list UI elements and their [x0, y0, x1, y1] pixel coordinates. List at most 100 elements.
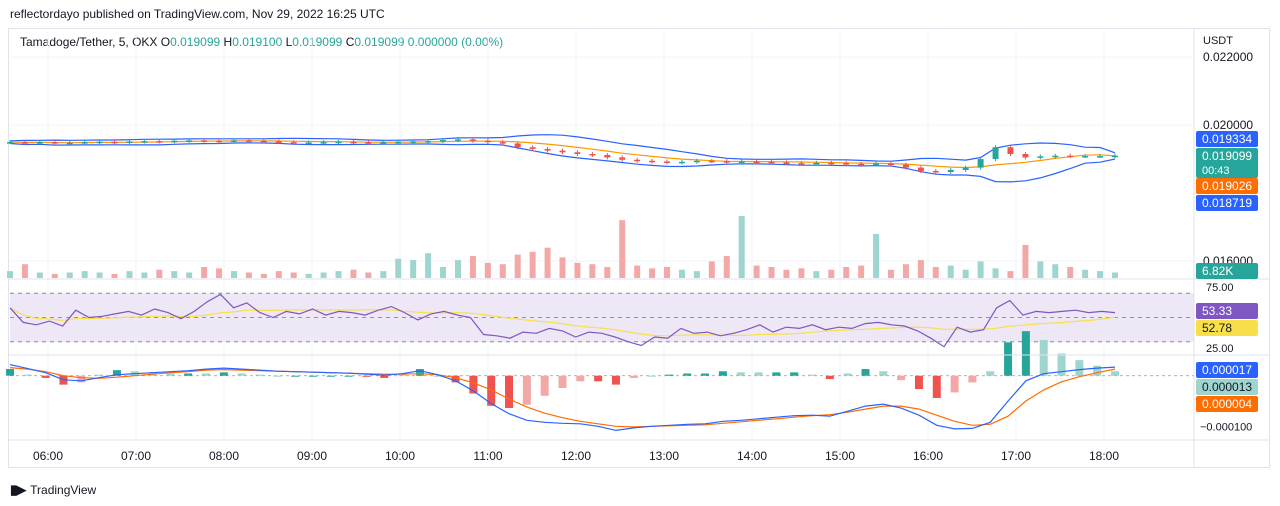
macd-histogram-bar: [23, 374, 32, 376]
volume-bar: [693, 271, 700, 278]
high-value: 0.019100: [232, 35, 283, 49]
macd-histogram-bar: [522, 375, 531, 405]
volume-bar: [305, 273, 312, 278]
candle-body: [499, 142, 506, 144]
candle-body: [813, 162, 820, 165]
time-tick-label: 15:00: [825, 449, 855, 463]
volume-bar: [649, 268, 656, 278]
macd-histogram-bar: [790, 372, 799, 376]
bb-lower-label: 0.018719: [1202, 196, 1252, 210]
volume-bar: [454, 260, 461, 278]
macd-histogram-bar: [1093, 365, 1102, 376]
candle-body: [440, 140, 447, 142]
volume-bar: [514, 254, 521, 278]
candle-body: [260, 140, 267, 143]
candle-body: [410, 141, 417, 143]
volume-bar: [484, 262, 491, 278]
time-tick-label: 12:00: [561, 449, 591, 463]
volume-bar: [574, 262, 581, 278]
macd-tick-label: −0.000100: [1200, 421, 1252, 433]
volume-bar: [783, 269, 790, 278]
macd-histogram-bar: [594, 375, 603, 382]
candle-body: [992, 147, 999, 160]
candle-body: [1022, 154, 1029, 158]
candle-body: [649, 160, 656, 163]
volume-bar: [604, 266, 611, 278]
volume-bar: [873, 233, 880, 278]
macd-histogram-bar: [398, 374, 407, 376]
macd-histogram-bar: [576, 375, 585, 382]
volume-bars: [7, 216, 1118, 278]
macd-signal-line: [9, 367, 1116, 428]
macd-histogram-bar: [184, 373, 193, 376]
macd-histogram-bar: [950, 375, 959, 393]
time-tick-label: 09:00: [297, 449, 327, 463]
axes: 06:00 07:00 08:00 09:00 10:00 11:00 12:00 13:00…: [8, 28, 1270, 468]
volume-bar: [932, 266, 939, 278]
candle-body: [469, 139, 476, 141]
candle-body: [156, 141, 163, 143]
volume-bar: [1007, 271, 1014, 278]
candle-body: [216, 140, 223, 143]
volume-bar: [843, 266, 850, 278]
time-tick-label: 10:00: [385, 449, 415, 463]
candle-body: [634, 159, 641, 162]
macd-histogram-bar: [166, 373, 175, 376]
volume-bar: [947, 265, 954, 278]
symbol-legend: Tamadoge/Tether, 5, OKX O0.019099 H0.019…: [20, 35, 503, 49]
macd-histogram-bar: [344, 375, 353, 377]
price-pane: [7, 134, 1118, 183]
candle-body: [1067, 155, 1074, 158]
candle-body: [604, 155, 611, 158]
macd-histogram-bar: [308, 375, 317, 377]
candle-body: [51, 142, 58, 144]
tradingview-logo-icon: ▮▶: [10, 482, 26, 497]
macd-line: [9, 364, 1116, 432]
high-label: H: [223, 35, 233, 49]
publisher-line: reflectordayo published on TradingView.c…: [10, 7, 385, 21]
candle-body: [111, 141, 118, 144]
macd-histogram-bar: [914, 375, 923, 390]
time-tick-label: 13:00: [649, 449, 679, 463]
candle-body: [66, 142, 73, 145]
symbol-name[interactable]: Tamadoge/Tether, 5, OKX: [20, 35, 158, 49]
last-price-label-bg: [1196, 148, 1258, 178]
volume-bar: [36, 272, 43, 278]
macd-histogram-bar: [718, 371, 727, 376]
volume-label-bg: [1196, 263, 1258, 279]
candle-body: [365, 142, 372, 144]
currency-label: USDT: [1203, 35, 1233, 47]
macd-histogram-bar: [897, 375, 906, 381]
candle-body: [947, 169, 954, 173]
macd-histogram-bar: [255, 374, 264, 376]
rsi-tick-label: 25.00: [1206, 343, 1234, 355]
macd-histogram-bar: [772, 372, 781, 376]
candle-body: [484, 140, 491, 143]
volume-bar: [275, 271, 282, 278]
candle-body: [723, 161, 730, 163]
volume-bar: [141, 272, 148, 278]
candle-body: [245, 140, 252, 142]
macd-histogram-bar: [273, 375, 282, 377]
countdown-label: 00:43: [1202, 165, 1230, 177]
macd-histogram-bar: [433, 375, 442, 377]
volume-bar: [858, 265, 865, 278]
candle-body: [858, 163, 865, 166]
close-label: C: [345, 35, 355, 49]
volume-bar: [201, 266, 208, 278]
time-tick-label: 16:00: [913, 449, 943, 463]
candle-body: [275, 141, 282, 143]
macd-histogram-bar: [487, 375, 496, 406]
volume-bar: [992, 268, 999, 278]
ma-label-bg: [1196, 178, 1258, 194]
macd-histogram-value-label-bg: [1196, 396, 1258, 412]
volume-bar: [230, 271, 237, 278]
candle-body: [126, 141, 133, 143]
macd-histogram-bar: [701, 373, 710, 376]
volume-bar: [469, 255, 476, 278]
close-value: 0.019099: [354, 35, 405, 49]
volume-bar: [320, 272, 327, 278]
macd-histogram-bar: [326, 375, 335, 377]
candle-body: [888, 163, 895, 166]
